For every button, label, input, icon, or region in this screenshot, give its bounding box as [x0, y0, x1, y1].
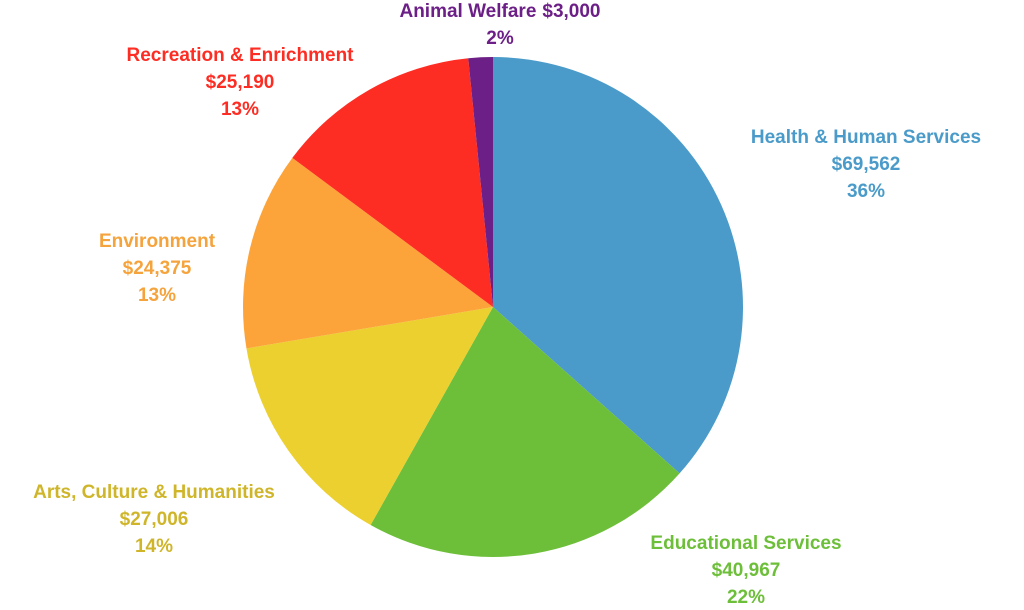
category-label: Health & Human Services	[751, 127, 981, 148]
pie-slice	[243, 157, 493, 349]
value-label: $3,000	[542, 1, 600, 22]
pie-slice	[370, 307, 680, 557]
value-label: $69,562	[832, 154, 901, 175]
value-label: $25,190	[206, 72, 275, 93]
pie-slice	[292, 58, 493, 307]
percent-label: 22%	[727, 587, 765, 608]
percent-label: 36%	[847, 181, 885, 202]
percent-label: 13%	[138, 285, 176, 306]
pie-slice	[493, 57, 744, 474]
category-label: Educational Services	[650, 533, 841, 554]
percent-label: 14%	[135, 536, 173, 557]
pie-slice	[468, 57, 493, 307]
category-label: Environment	[99, 231, 216, 252]
category-label: Arts, Culture & Humanities	[33, 482, 275, 503]
percent-label: 2%	[486, 28, 514, 49]
slice-label: Animal Welfare $3,000	[399, 1, 600, 22]
percent-label: 13%	[221, 99, 259, 120]
value-label: $27,006	[120, 509, 189, 530]
category-label: Recreation & Enrichment	[127, 45, 355, 66]
category-label: Animal Welfare	[399, 1, 536, 22]
pie-slice	[246, 307, 493, 525]
value-label: $24,375	[123, 258, 192, 279]
value-label: $40,967	[712, 560, 781, 581]
